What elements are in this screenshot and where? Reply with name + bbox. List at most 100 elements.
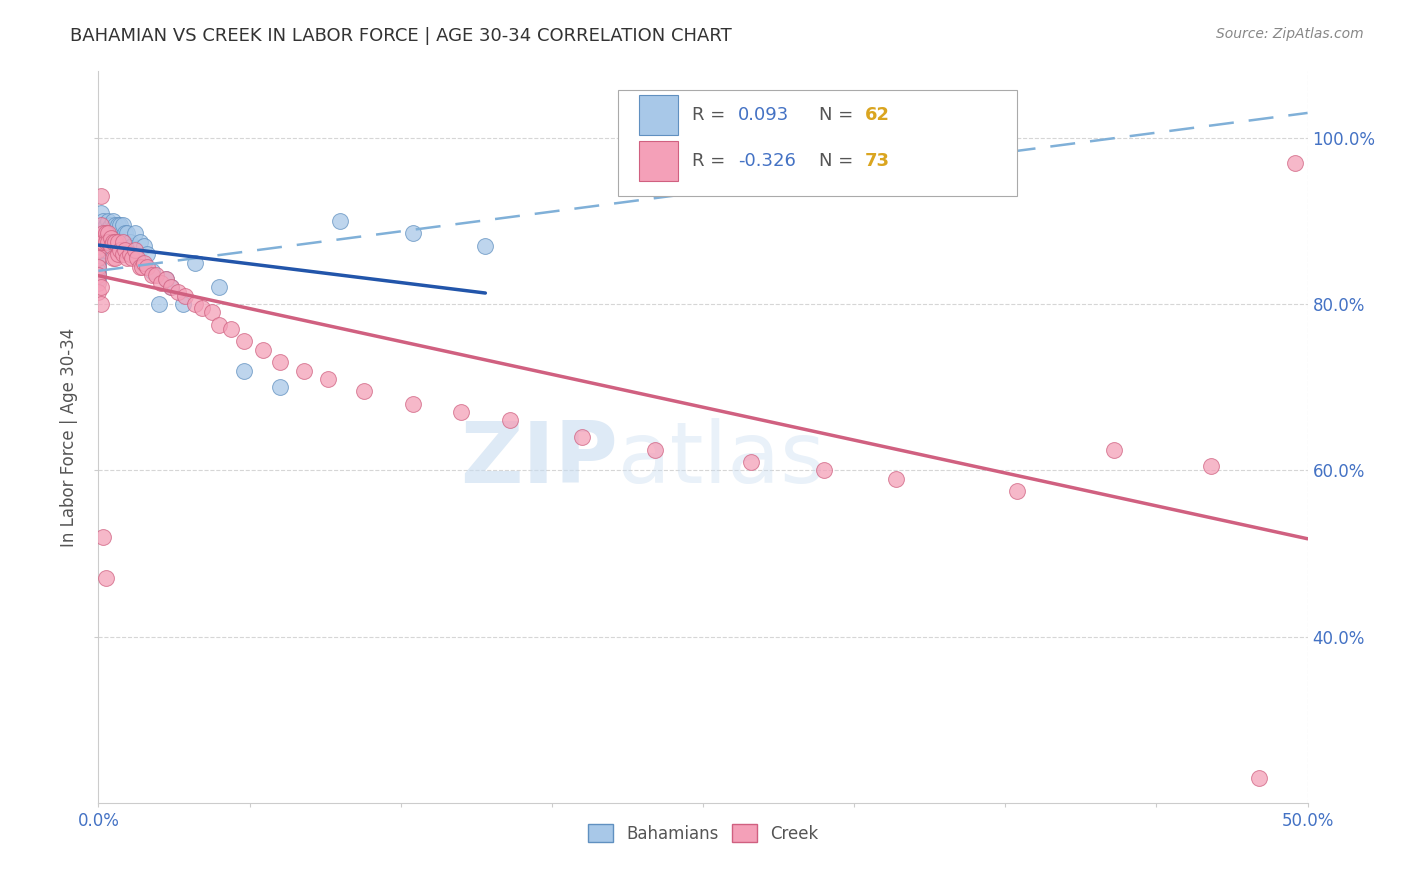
Point bbox=[135, 247, 157, 261]
Point bbox=[91, 530, 114, 544]
Point bbox=[498, 413, 520, 427]
Point bbox=[118, 235, 141, 249]
Y-axis label: In Labor Force | Age 30-34: In Labor Force | Age 30-34 bbox=[60, 327, 79, 547]
Point bbox=[104, 235, 127, 249]
Point bbox=[100, 218, 122, 232]
Point bbox=[644, 442, 666, 457]
Point bbox=[114, 227, 136, 241]
Point bbox=[232, 334, 254, 349]
Point bbox=[111, 235, 134, 249]
Point bbox=[402, 397, 425, 411]
Text: Source: ZipAtlas.com: Source: ZipAtlas.com bbox=[1216, 27, 1364, 41]
Point bbox=[90, 243, 112, 257]
Point bbox=[108, 218, 131, 232]
Point bbox=[118, 247, 141, 261]
Point bbox=[90, 297, 112, 311]
Point bbox=[90, 235, 112, 249]
Text: BAHAMIAN VS CREEK IN LABOR FORCE | AGE 30-34 CORRELATION CHART: BAHAMIAN VS CREEK IN LABOR FORCE | AGE 3… bbox=[70, 27, 733, 45]
Point bbox=[141, 268, 163, 282]
Point bbox=[100, 239, 122, 253]
Point bbox=[148, 297, 170, 311]
Point bbox=[108, 243, 131, 257]
Point bbox=[91, 214, 114, 228]
Point bbox=[100, 235, 122, 249]
Point bbox=[104, 218, 127, 232]
Point bbox=[90, 280, 112, 294]
Point bbox=[292, 363, 315, 377]
Point bbox=[101, 235, 124, 249]
Point bbox=[94, 227, 117, 241]
Point bbox=[87, 272, 110, 286]
Point bbox=[201, 305, 224, 319]
Point bbox=[91, 235, 114, 249]
Text: 73: 73 bbox=[865, 152, 890, 170]
Point bbox=[94, 218, 117, 232]
Point bbox=[90, 189, 112, 203]
Point bbox=[87, 252, 110, 266]
Point bbox=[150, 277, 173, 291]
Point bbox=[252, 343, 274, 357]
Point bbox=[1007, 484, 1029, 499]
Point bbox=[97, 235, 120, 249]
Point bbox=[87, 252, 110, 266]
Point bbox=[101, 235, 124, 249]
Point bbox=[208, 280, 231, 294]
Point bbox=[94, 227, 117, 241]
Text: ZIP: ZIP bbox=[461, 417, 619, 500]
Point bbox=[101, 222, 124, 236]
Point bbox=[1199, 459, 1222, 474]
Point bbox=[191, 301, 214, 316]
Point bbox=[87, 230, 110, 244]
Point bbox=[886, 472, 908, 486]
Point bbox=[87, 255, 110, 269]
Point bbox=[134, 239, 156, 253]
Point bbox=[111, 218, 134, 232]
Point bbox=[87, 239, 110, 253]
Point bbox=[91, 227, 114, 241]
Point bbox=[1249, 771, 1271, 785]
Point bbox=[124, 227, 146, 241]
Point bbox=[87, 239, 110, 253]
Point bbox=[155, 272, 177, 286]
Point bbox=[97, 227, 120, 241]
Point bbox=[107, 235, 129, 249]
Point bbox=[450, 405, 472, 419]
Point bbox=[813, 463, 835, 477]
Point bbox=[91, 235, 114, 249]
Point bbox=[1284, 156, 1306, 170]
Point bbox=[134, 255, 156, 269]
Point bbox=[114, 243, 136, 257]
Point bbox=[160, 280, 183, 294]
Point bbox=[97, 214, 120, 228]
Point bbox=[316, 372, 339, 386]
Point bbox=[108, 235, 131, 249]
Point bbox=[87, 235, 110, 249]
Point bbox=[131, 260, 153, 274]
Point bbox=[107, 218, 129, 232]
Point bbox=[90, 205, 112, 219]
Point bbox=[269, 355, 291, 369]
Point bbox=[329, 214, 352, 228]
Point bbox=[174, 289, 197, 303]
Point bbox=[101, 252, 124, 266]
Point bbox=[107, 247, 129, 261]
Text: N =: N = bbox=[820, 106, 859, 124]
Point bbox=[90, 222, 112, 236]
Point bbox=[121, 239, 143, 253]
Point bbox=[1102, 442, 1125, 457]
Point bbox=[111, 235, 134, 249]
Point bbox=[172, 297, 194, 311]
Text: R =: R = bbox=[692, 106, 731, 124]
Point bbox=[128, 235, 150, 249]
Point bbox=[117, 227, 139, 241]
Point bbox=[94, 243, 117, 257]
Point bbox=[121, 252, 143, 266]
Point bbox=[87, 277, 110, 291]
Point bbox=[87, 260, 110, 274]
Point bbox=[124, 247, 146, 261]
Point bbox=[87, 268, 110, 282]
Point bbox=[160, 280, 183, 294]
Point bbox=[90, 235, 112, 249]
FancyBboxPatch shape bbox=[619, 90, 1018, 195]
Point bbox=[100, 227, 122, 241]
